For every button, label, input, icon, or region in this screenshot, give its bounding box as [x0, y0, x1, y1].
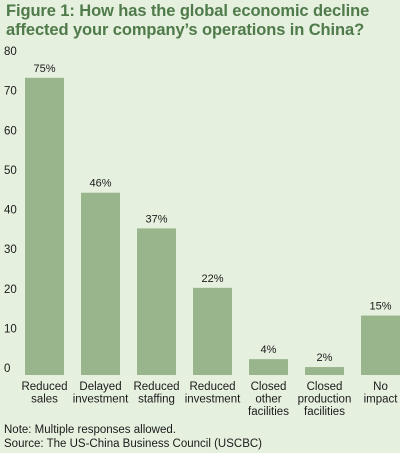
category-label-line: Reduced	[133, 381, 179, 393]
category-label-line: Closed	[307, 381, 343, 393]
category-label-line: Reduced	[21, 381, 67, 393]
note-text: Note: Multiple responses allowed.	[4, 424, 176, 436]
value-labels: 75% 46% 37% 22% 4% 2% 15%	[33, 63, 391, 364]
y-tick-label: 30	[4, 244, 17, 256]
bar	[361, 315, 400, 375]
chart-footer: Note: Multiple responses allowed. Source…	[4, 423, 262, 451]
bar	[249, 359, 288, 375]
y-tick-label: 20	[4, 284, 17, 296]
y-tick-label: 0	[4, 363, 10, 375]
category-label: Reduced sales	[21, 381, 67, 406]
category-label: Reduced investment	[185, 381, 241, 406]
bar-value-label: 4%	[261, 344, 277, 356]
y-tick-label: 60	[4, 125, 17, 137]
bar	[137, 228, 176, 375]
chart-title: Figure 1: How has the global economic de…	[6, 2, 370, 39]
category-label-line: staffing	[138, 394, 175, 406]
y-axis: 0 10 20 30 40 50 60 70 80	[4, 46, 17, 375]
category-label-line: production	[298, 394, 352, 406]
bar	[25, 77, 64, 375]
y-tick-label: 50	[4, 165, 17, 177]
category-label-line: impact	[364, 394, 399, 406]
category-label-line: investment	[73, 394, 129, 406]
y-tick-label: 70	[4, 86, 17, 98]
y-tick-label: 10	[4, 323, 17, 335]
y-tick-label: 80	[4, 46, 17, 58]
category-label-line: investment	[185, 394, 241, 406]
bar	[193, 287, 232, 375]
category-label: Reduced staffing	[133, 381, 179, 406]
category-label-line: sales	[31, 394, 58, 406]
category-label-line: other	[255, 394, 281, 406]
bar-value-label: 22%	[201, 273, 223, 285]
category-label-line: facilities	[304, 406, 345, 418]
bars	[25, 77, 400, 375]
source-text: Source: The US-China Business Council (U…	[4, 438, 262, 450]
bar-value-label: 15%	[369, 301, 391, 313]
bar-value-label: 37%	[145, 213, 167, 225]
bar-value-label: 2%	[317, 352, 333, 364]
category-label-line: Reduced	[189, 381, 235, 393]
bar	[305, 367, 344, 375]
category-label-line: Closed	[251, 381, 287, 393]
category-label: No impact	[364, 381, 399, 406]
category-label-line: facilities	[248, 406, 289, 418]
category-label: Closed production facilities	[298, 381, 352, 418]
category-label: Closed other facilities	[248, 381, 289, 418]
category-label-line: Delayed	[79, 381, 121, 393]
bar-value-label: 46%	[89, 178, 111, 190]
category-label: Delayed investment	[73, 381, 129, 406]
bar-value-label: 75%	[33, 63, 55, 75]
bar	[81, 192, 120, 375]
y-tick-label: 40	[4, 205, 17, 217]
category-label-line: No	[373, 381, 388, 393]
